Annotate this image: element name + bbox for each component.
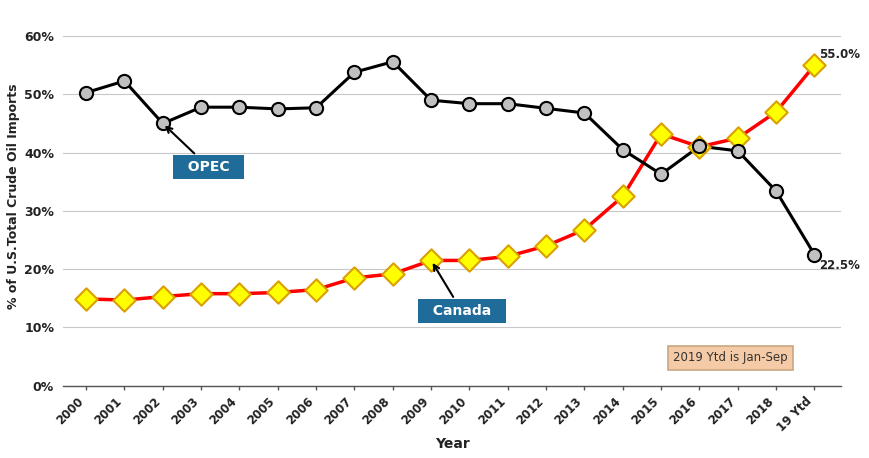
Point (347, 274, 361, 282)
Point (692, 142, 706, 150)
Point (156, 120, 169, 127)
Point (806, 61, 820, 69)
Point (462, 257, 476, 264)
Text: OPEC: OPEC (166, 127, 239, 174)
Point (730, 147, 744, 154)
Point (462, 100, 476, 107)
Point (730, 134, 744, 142)
Point (615, 146, 629, 153)
Point (232, 104, 246, 111)
Point (270, 289, 284, 296)
Point (577, 226, 591, 233)
Point (308, 104, 322, 111)
Point (424, 97, 438, 104)
Point (501, 253, 514, 260)
Text: 22.5%: 22.5% (818, 259, 859, 272)
X-axis label: Year: Year (434, 437, 469, 451)
Point (386, 270, 400, 278)
Point (194, 104, 208, 111)
Point (501, 100, 514, 107)
Text: 55.0%: 55.0% (818, 48, 859, 60)
Point (539, 242, 553, 250)
Point (386, 58, 400, 65)
Point (768, 108, 782, 115)
Point (615, 193, 629, 200)
Point (768, 187, 782, 195)
Y-axis label: % of U.S.Total Crude Oil Imports: % of U.S.Total Crude Oil Imports (7, 84, 20, 309)
Text: Canada: Canada (422, 265, 501, 318)
Point (347, 69, 361, 76)
Point (232, 290, 246, 297)
Point (424, 257, 438, 264)
Point (156, 293, 169, 300)
Point (653, 131, 667, 138)
Point (692, 143, 706, 151)
Point (117, 77, 131, 85)
Point (79, 89, 93, 96)
Point (806, 251, 820, 258)
Text: 2019 Ytd is Jan-Sep: 2019 Ytd is Jan-Sep (672, 351, 786, 364)
Point (539, 105, 553, 112)
Point (194, 290, 208, 297)
Point (117, 296, 131, 304)
Point (308, 286, 322, 293)
Point (577, 109, 591, 117)
Point (653, 170, 667, 178)
Point (270, 105, 284, 113)
Point (79, 295, 93, 303)
